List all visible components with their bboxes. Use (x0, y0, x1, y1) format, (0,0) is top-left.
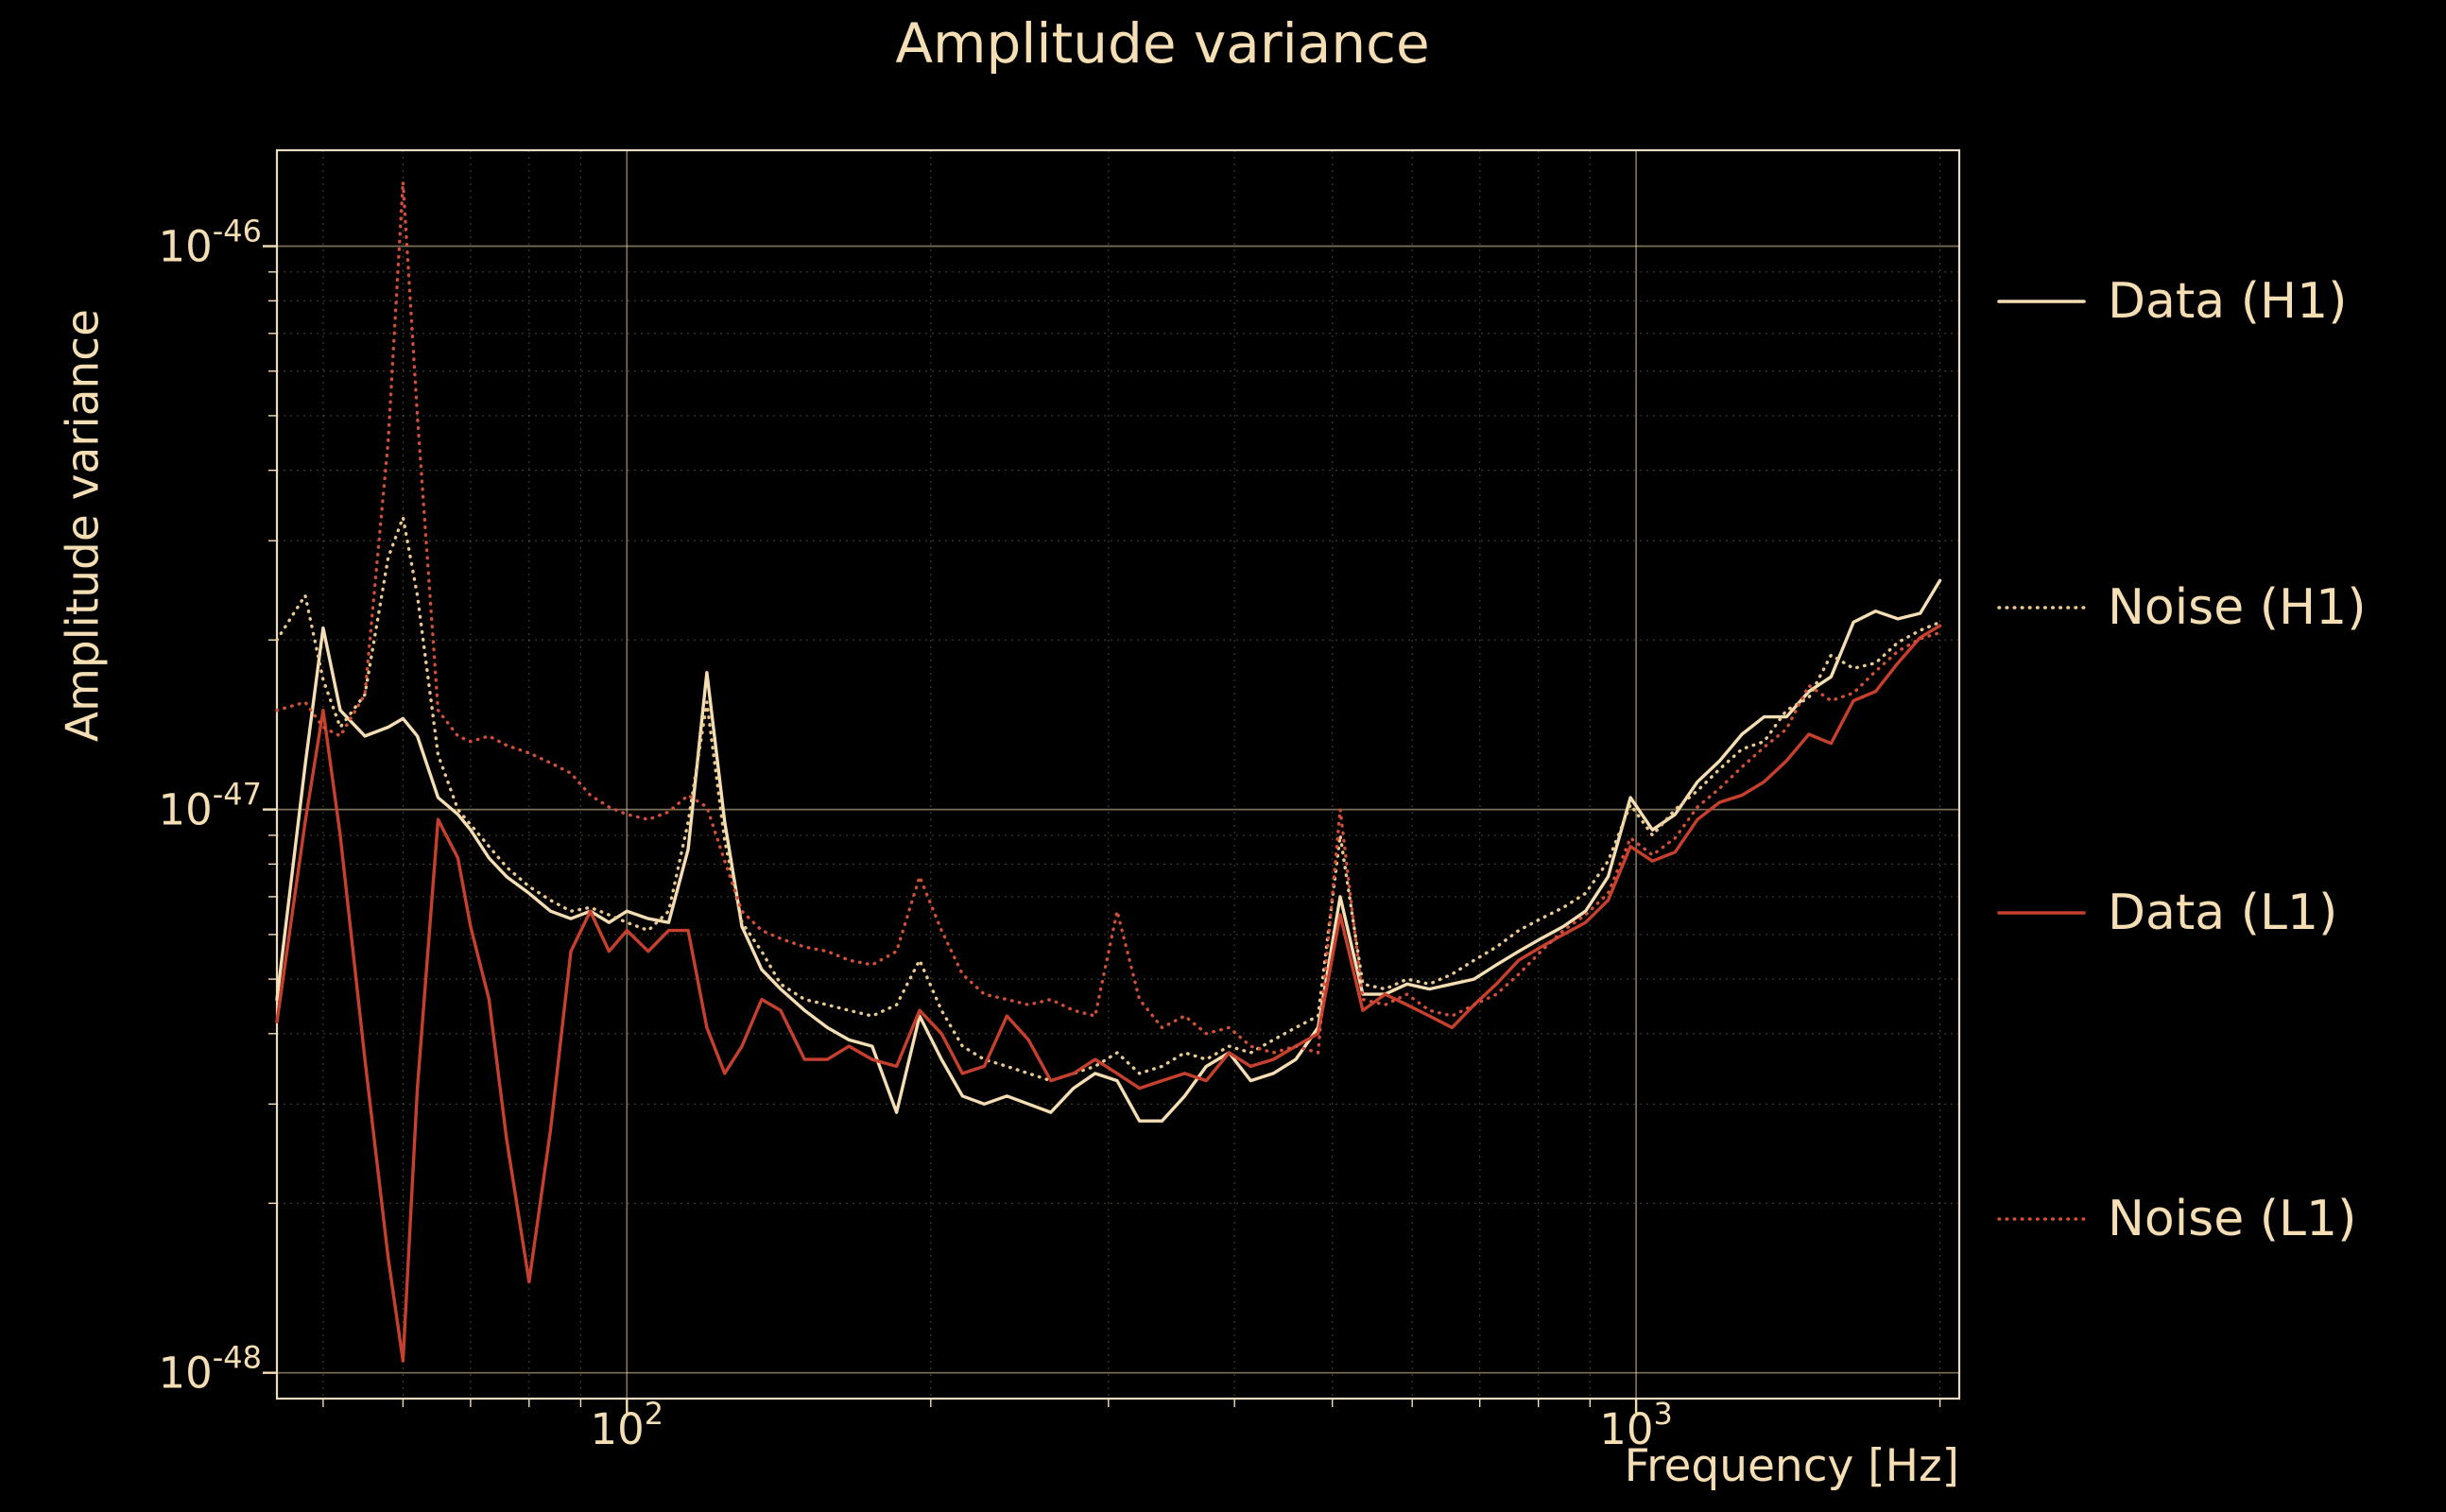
legend-line-sample-data-h1 (1997, 300, 2086, 303)
series-line-noise-h1 (275, 515, 1942, 1083)
series-line-data-h1 (275, 578, 1942, 1123)
chart-title: Amplitude variance (895, 11, 1430, 76)
x-axis-label: Frequency [Hz] (1624, 1440, 1959, 1492)
y-tick-label: 10-48 (158, 1340, 262, 1399)
y-tick-label: 10-46 (158, 214, 262, 272)
legend-entry-noise-l1: Noise (L1) (1996, 1191, 2356, 1247)
legend-line-sample-noise-l1 (1997, 1217, 2086, 1221)
x-tick-label: 102 (590, 1396, 663, 1454)
series-line-noise-l1 (275, 180, 1942, 1055)
legend-label-noise-l1: Noise (L1) (2108, 1191, 2357, 1247)
legend-label-data-h1: Data (H1) (2108, 273, 2348, 330)
series-line-data-l1 (275, 624, 1942, 1363)
legend-line-sample-noise-h1 (1997, 606, 2086, 610)
legend-label-noise-h1: Noise (H1) (2108, 579, 2367, 636)
legend-entry-data-l1: Data (L1) (1996, 885, 2337, 941)
legend-line-sample-data-l1 (1997, 911, 2086, 915)
legend-label-data-l1: Data (L1) (2108, 885, 2338, 941)
legend-entry-noise-h1: Noise (H1) (1996, 579, 2367, 636)
y-tick-label: 10-47 (158, 777, 262, 835)
x-tick-label: 103 (1599, 1396, 1673, 1454)
axes-frame (275, 148, 1961, 1400)
legend-entry-data-h1: Data (H1) (1996, 273, 2347, 330)
